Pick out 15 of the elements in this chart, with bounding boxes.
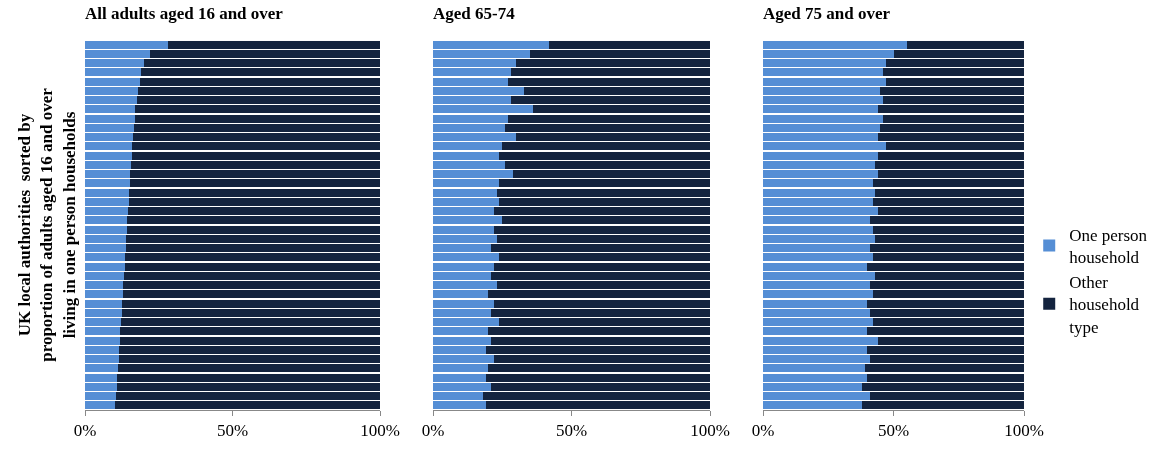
chart-title: All adults aged 16 and over [85, 3, 284, 23]
y-axis-title: UK local authorities sorted by proportion of adults aged 16 and over living in one person households [15, 87, 79, 362]
x-tick-label: 0% [421, 421, 445, 441]
x-tick-label: 0% [73, 421, 97, 441]
x-tick-label: 100% [1004, 421, 1044, 441]
legend-label: One person household [1069, 226, 1148, 268]
x-tick-label: 50% [555, 421, 588, 441]
x-tick-label: 50% [216, 421, 249, 441]
x-tick-label: 100% [360, 421, 400, 441]
x-tick-label: 0% [751, 421, 775, 441]
legend-label: Other household type [1069, 273, 1140, 337]
chart-title: Aged 75 and over [763, 3, 891, 23]
chart-title: Aged 65-74 [433, 3, 516, 23]
x-tick-label: 100% [690, 421, 730, 441]
x-tick-label: 50% [877, 421, 910, 441]
